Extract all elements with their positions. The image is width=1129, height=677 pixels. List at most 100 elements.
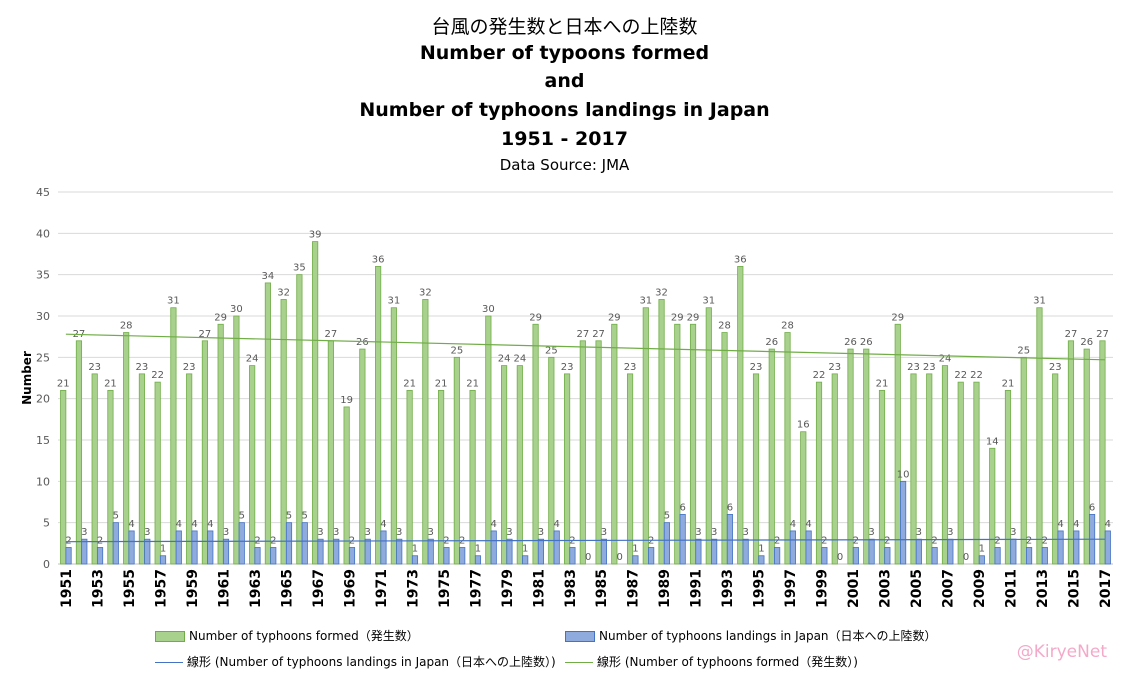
bar-landing [333, 538, 340, 565]
y-tick-label: 15 [36, 434, 50, 447]
bar-landing [900, 480, 907, 565]
bar-landing [695, 538, 702, 565]
bar-formed [312, 241, 319, 565]
x-tick-label: 1989 [657, 569, 673, 608]
bar-landing [1073, 530, 1080, 565]
bar-formed [721, 332, 728, 565]
bar-landing [553, 530, 560, 565]
data-label-landing: 0 [585, 552, 591, 563]
data-label-landing: 3 [428, 527, 434, 538]
bar-landing [65, 547, 72, 565]
data-label-formed: 27 [592, 329, 605, 340]
data-label-formed: 28 [781, 321, 794, 332]
bar-landing [348, 547, 356, 565]
y-tick-label: 0 [43, 558, 50, 571]
bar-landing [648, 547, 655, 565]
x-tick-label: 2011 [1004, 569, 1020, 608]
x-tick-label: 2015 [1067, 569, 1083, 608]
bar-landing [726, 514, 733, 565]
bar-formed [658, 299, 665, 565]
data-label-landing: 1 [632, 544, 638, 555]
legend-swatch-landings [565, 631, 595, 642]
x-tick-label: 1987 [626, 569, 642, 608]
chart-title-line-4: Number of typhoons landings in Japan [359, 99, 770, 121]
bar-formed [406, 389, 413, 565]
bar-formed [1083, 348, 1090, 565]
data-label-landing: 3 [538, 527, 544, 538]
x-tick-label: 1973 [405, 569, 421, 608]
x-tick-label: 1997 [783, 569, 799, 608]
chart-title-line-3: and [544, 70, 585, 92]
data-label-landing: 1 [412, 544, 418, 555]
bar-formed [532, 323, 539, 565]
legend-swatch-trend-formed [565, 662, 593, 663]
data-label-formed: 29 [891, 312, 904, 323]
data-label-formed: 34 [262, 271, 275, 282]
bar-landing [1025, 547, 1033, 565]
data-label-formed: 27 [325, 329, 338, 340]
data-label-formed: 29 [671, 312, 684, 323]
data-label-formed: 26 [765, 337, 778, 348]
chart-title-line-2: Number of typoons formed [419, 42, 710, 64]
bar-formed [595, 340, 602, 565]
data-label-formed: 23 [88, 362, 101, 373]
x-tick-label: 2007 [941, 569, 957, 608]
bar-formed [784, 332, 791, 565]
data-label-formed: 23 [828, 362, 841, 373]
x-tick-label: 1971 [374, 569, 390, 608]
data-label-landing: 4 [176, 519, 182, 530]
bar-landing [191, 530, 198, 565]
data-label-landing: 4 [491, 519, 497, 530]
bar-landing [427, 538, 434, 565]
data-label-formed: 22 [151, 370, 164, 381]
data-label-formed: 23 [907, 362, 920, 373]
bar-landing [679, 514, 686, 565]
bar-formed [847, 348, 854, 565]
data-label-landing: 4 [380, 519, 386, 530]
bar-landing [1057, 530, 1064, 565]
bar-formed [815, 381, 823, 565]
bar-landing [805, 530, 812, 565]
data-label-landing: 10 [897, 469, 910, 480]
bar-landing [96, 547, 104, 565]
data-label-landing: 1 [160, 544, 166, 555]
bar-formed [1067, 340, 1075, 565]
data-label-formed: 23 [624, 362, 637, 373]
bar-landing [742, 538, 749, 565]
data-label-formed: 30 [482, 304, 495, 315]
data-label-landing: 3 [144, 527, 150, 538]
bar-landing [443, 547, 450, 565]
x-tick-label: 1951 [59, 569, 75, 608]
data-label-formed: 29 [529, 312, 542, 323]
legend-item-formed: Number of typhoons formed（発生数） [155, 627, 419, 644]
x-tick-label: 1977 [468, 569, 484, 608]
bar-formed [264, 282, 271, 565]
bar-landing [821, 547, 828, 565]
bar-formed [501, 365, 508, 565]
x-tick-label: 2003 [878, 569, 894, 608]
data-label-landing: 3 [365, 527, 371, 538]
data-label-landing: 3 [333, 527, 339, 538]
x-tick-label: 1955 [122, 569, 138, 608]
x-tick-label: 1953 [90, 569, 106, 608]
data-label-landing: 1 [758, 544, 764, 555]
y-tick-label: 45 [36, 186, 50, 199]
bar-formed [894, 323, 901, 565]
data-label-landing: 0 [837, 552, 843, 563]
data-label-landing: 3 [1010, 527, 1016, 538]
bar-formed [469, 389, 476, 565]
data-label-formed: 24 [513, 354, 526, 365]
bar-formed [973, 381, 980, 565]
data-label-formed: 31 [167, 296, 180, 307]
x-tick-label: 2009 [972, 569, 988, 608]
data-label-formed: 26 [356, 337, 369, 348]
x-tick-label: 1981 [531, 569, 547, 608]
bar-landing [222, 538, 230, 565]
x-tick-label: 1991 [689, 569, 705, 608]
bar-formed [941, 365, 949, 565]
bar-landing [285, 522, 293, 565]
bar-formed [123, 332, 130, 565]
data-label-landing: 2 [931, 535, 937, 546]
data-label-landing: 5 [239, 511, 245, 522]
data-label-formed: 21 [435, 378, 448, 389]
